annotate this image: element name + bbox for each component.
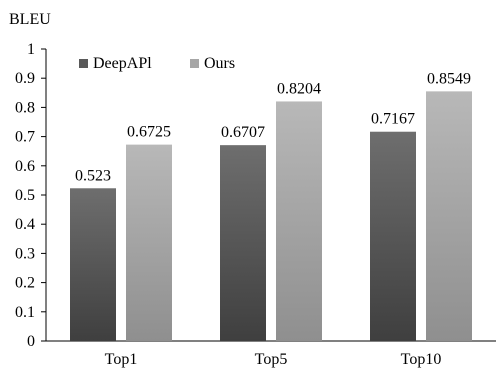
y-tick-label: 0.9 [15, 70, 35, 87]
y-tick-label: 0.6 [15, 158, 35, 175]
bar-value-labels: 0.523 0.6725 0.6707 0.8204 0.7167 0.8549 [75, 70, 471, 184]
y-axis-title: BLEU [9, 11, 51, 28]
bar-value-label: 0.8204 [277, 80, 321, 97]
bar-value-label: 0.6725 [127, 124, 171, 141]
bar-value-label: 0.7167 [371, 111, 415, 128]
y-tick-label: 0.3 [15, 245, 35, 262]
legend-swatch-deepapl [79, 59, 88, 68]
bars-layer [70, 91, 472, 341]
y-tick-label: 0.1 [15, 304, 35, 321]
bar-deepapl-top5 [220, 145, 266, 341]
x-tick-label: Top10 [401, 351, 442, 368]
y-tick-label: 1 [27, 41, 35, 58]
y-tick-label: 0.4 [15, 216, 35, 233]
legend: DeepAPl Ours [79, 55, 235, 72]
legend-label-deepapl: DeepAPl [93, 55, 152, 72]
bar-value-label: 0.6707 [221, 124, 265, 141]
legend-label-ours: Ours [204, 55, 235, 72]
y-tick-label: 0.7 [15, 129, 35, 146]
x-tick-label: Top5 [255, 351, 288, 368]
bar-ours-top10 [426, 91, 472, 341]
x-axis-tick-labels: Top1 Top5 Top10 [105, 351, 442, 368]
legend-swatch-ours [190, 59, 199, 68]
y-tick-label: 0.8 [15, 99, 35, 116]
bar-ours-top5 [276, 101, 322, 341]
bar-deepapl-top1 [70, 188, 116, 341]
y-tick-label: 0 [27, 333, 35, 350]
bar-deepapl-top10 [370, 131, 416, 341]
y-tick-label: 0.2 [15, 275, 35, 292]
bar-value-label: 0.523 [75, 167, 111, 184]
bar-value-label: 0.8549 [427, 70, 471, 87]
x-tick-label: Top1 [105, 351, 138, 368]
y-tick-label: 0.5 [15, 187, 35, 204]
y-axis-ticks: 0 0.1 0.2 0.3 0.4 0.5 0.6 0.7 0.8 0.9 1 [15, 41, 46, 350]
bar-ours-top1 [126, 144, 172, 341]
